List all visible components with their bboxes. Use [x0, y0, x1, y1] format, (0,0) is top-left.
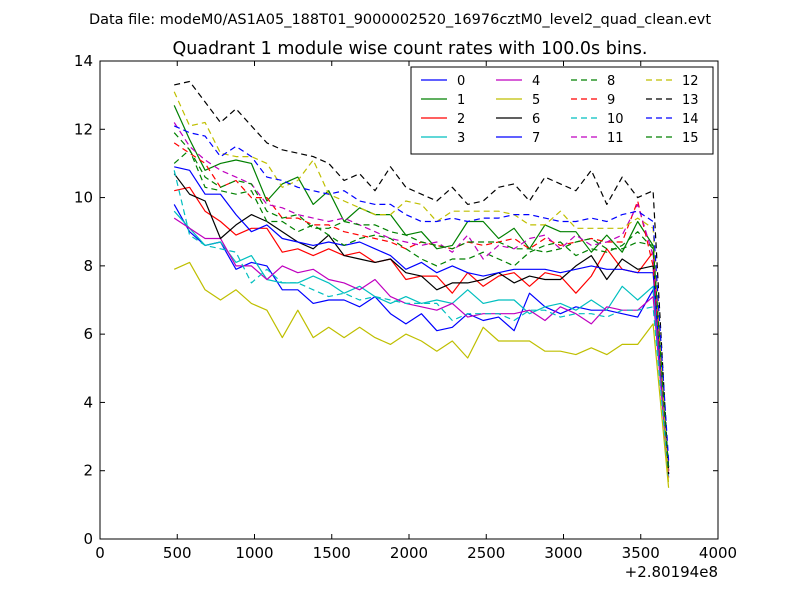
x-tick-label: 3000 [544, 544, 582, 562]
y-tick-label: 14 [74, 52, 93, 70]
legend-item-3: 3 [421, 131, 465, 146]
series-line-15 [173, 149, 670, 471]
legend-label: 14 [682, 112, 699, 127]
x-axis-offset-label: +2.80194e8 [625, 563, 718, 581]
legend-item-4: 4 [496, 74, 540, 89]
series-line-3 [173, 210, 670, 478]
legend-label: 13 [682, 93, 699, 108]
legend-label: 10 [607, 112, 624, 127]
legend-label: 12 [682, 74, 699, 89]
series-line-7 [174, 166, 670, 468]
legend-label: 2 [457, 112, 465, 127]
legend-label: 4 [532, 74, 540, 89]
legend-item-1: 1 [421, 93, 465, 108]
x-tick-label: 1000 [235, 544, 273, 562]
legend-item-6: 6 [496, 112, 540, 127]
legend-frame [410, 66, 714, 155]
legend-label: 0 [457, 74, 465, 89]
series-line-4 [173, 217, 670, 478]
legend-item-10: 10 [571, 112, 624, 127]
legend-item-13: 13 [646, 93, 699, 108]
legend-label: 5 [532, 93, 540, 108]
legend-item-5: 5 [496, 93, 540, 108]
x-tick-label: 3500 [622, 544, 660, 562]
legend-label: 6 [532, 112, 540, 127]
legend-label: 3 [457, 131, 465, 146]
legend-label: 7 [532, 131, 540, 146]
series-line-1 [173, 105, 670, 471]
x-tick-label: 2500 [467, 544, 505, 562]
legend-item-12: 12 [646, 74, 699, 89]
legend-label: 9 [607, 93, 615, 108]
series-line-8 [173, 132, 670, 471]
series-line-5 [173, 261, 670, 488]
legend-label: 8 [607, 74, 615, 89]
legend-item-15: 15 [646, 131, 699, 146]
chart-title: Quadrant 1 module wise count rates with … [173, 39, 648, 59]
y-tick-label: 12 [74, 120, 93, 138]
y-tick-label: 0 [83, 530, 93, 548]
y-tick-label: 8 [83, 257, 93, 275]
x-tick-label: 1500 [313, 544, 351, 562]
legend-label: 15 [682, 131, 699, 146]
legend-label: 11 [607, 131, 624, 146]
legend-item-8: 8 [571, 74, 615, 89]
series-line-12 [173, 91, 670, 485]
series-lines [173, 80, 670, 488]
y-tick-label: 4 [83, 393, 93, 411]
series-line-13 [174, 80, 670, 475]
plot-area: 0 500 1000 1500 2000 2500 3000 3500 400002468101… [74, 52, 737, 562]
legend-item-9: 9 [571, 93, 615, 108]
x-tick-label: 500 [163, 544, 192, 562]
x-tick-label: 0 [95, 544, 105, 562]
y-tick-label: 10 [74, 189, 93, 207]
legend-item-14: 14 [646, 112, 699, 127]
legend-item-11: 11 [571, 131, 624, 146]
data-file-header: Data file: modeM0/AS1A05_188T01_90000025… [89, 12, 711, 28]
y-tick-label: 2 [83, 462, 93, 480]
series-line-14 [173, 125, 670, 461]
x-tick-label: 4000 [699, 544, 737, 562]
legend-item-2: 2 [421, 112, 465, 127]
y-tick-label: 6 [83, 325, 93, 343]
legend-label: 1 [457, 93, 465, 108]
series-line-6 [173, 173, 670, 468]
legend-item-0: 0 [421, 74, 465, 89]
x-tick-label: 2000 [390, 544, 428, 562]
legend-item-7: 7 [496, 131, 540, 146]
